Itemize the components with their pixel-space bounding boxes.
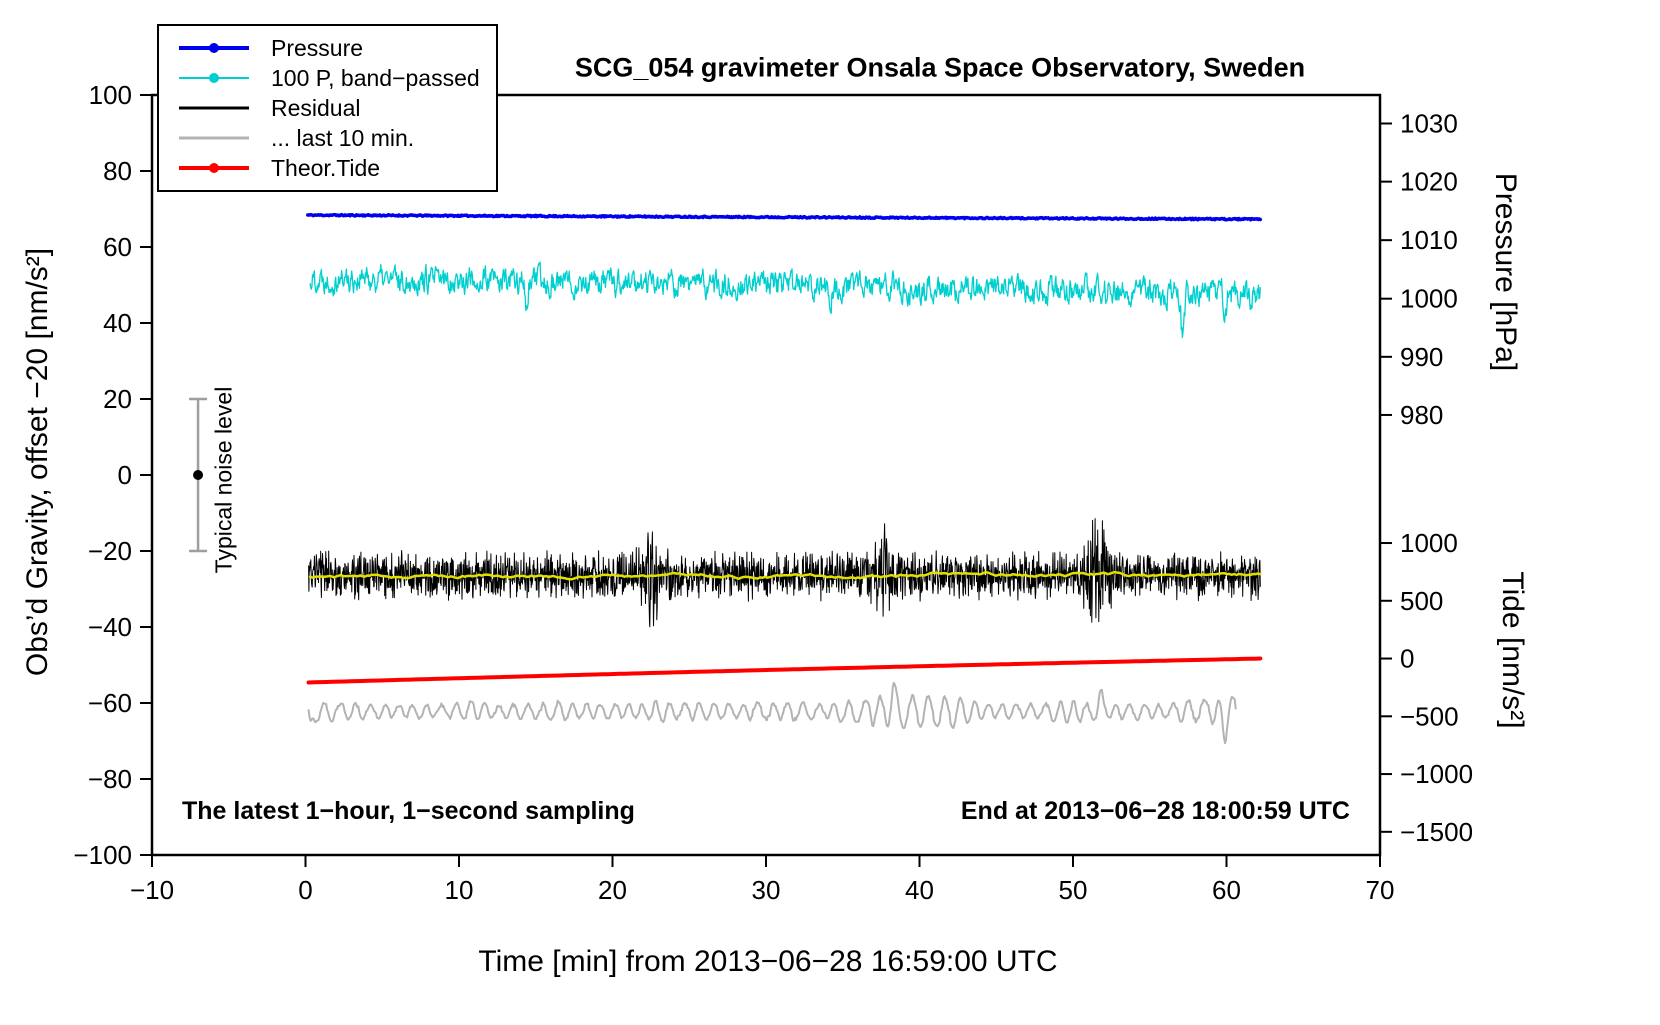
right-tick-label: 990 [1400, 342, 1443, 372]
right-tick-label: 980 [1400, 400, 1443, 430]
series-band_passed_pressure [309, 261, 1261, 339]
right-tick-label: 1020 [1400, 167, 1458, 197]
right-tick-label: −1000 [1400, 759, 1473, 789]
legend-label: 100 P, band−passed [271, 64, 480, 91]
legend-sample-line [171, 124, 257, 152]
x-tick-label: 40 [905, 875, 934, 905]
right-tick-label: 1010 [1400, 225, 1458, 255]
legend-line [179, 136, 249, 140]
series-pressure [306, 212, 1263, 222]
pressure-axis-label: Pressure [hPa] [1489, 172, 1522, 372]
legend-marker-dot [209, 163, 219, 173]
y-tick-label: 40 [103, 308, 132, 338]
legend-item: Theor.Tide [171, 154, 480, 182]
right-tick-label: 500 [1400, 586, 1443, 616]
legend-line [179, 106, 249, 110]
right-tick-label: 1000 [1400, 528, 1458, 558]
noise-bar-dot [193, 470, 204, 480]
legend: Pressure 100 P, band−passed Residual ... la… [157, 24, 498, 192]
right-tick-label: −500 [1400, 701, 1459, 731]
y-tick-label: −20 [88, 536, 132, 566]
y-tick-label: 0 [118, 460, 132, 490]
left-y-axis-label: Obs’d Gravity, offset −20 [nm/s²] [21, 247, 54, 677]
x-tick-label: 50 [1059, 875, 1088, 905]
legend-sample-line [171, 34, 257, 62]
y-tick-label: 100 [89, 80, 132, 110]
y-tick-label: −80 [88, 764, 132, 794]
legend-sample-line [171, 154, 257, 182]
right-tick-label: 1030 [1400, 109, 1458, 139]
x-tick-label: 0 [298, 875, 312, 905]
legend-item: ... last 10 min. [171, 124, 480, 152]
right-tick-label: −1500 [1400, 817, 1473, 847]
x-axis-label: Time [min] from 2013−06−28 16:59:00 UTC [478, 945, 1058, 978]
end-time-annotation: End at 2013−06−28 18:00:59 UTC [960, 797, 1350, 825]
x-tick-label: −10 [130, 875, 174, 905]
y-tick-label: 20 [103, 384, 132, 414]
right-tick-label: 0 [1400, 644, 1414, 674]
y-tick-label: −40 [88, 612, 132, 642]
legend-item: Residual [171, 94, 480, 122]
sampling-annotation: The latest 1−hour, 1−second sampling [182, 797, 635, 825]
chart-title: SCG_054 gravimeter Onsala Space Observat… [574, 52, 1306, 83]
tide-axis-label: Tide [nm/s²] [1496, 571, 1529, 729]
legend-item: Pressure [171, 34, 480, 62]
legend-label: Theor.Tide [271, 154, 381, 181]
y-tick-label: 80 [103, 156, 132, 186]
series-residual [308, 518, 1261, 628]
legend-label: Residual [271, 94, 361, 121]
y-tick-label: −100 [73, 840, 132, 870]
x-tick-label: 70 [1366, 875, 1395, 905]
x-tick-label: 60 [1212, 875, 1241, 905]
series-residual_last_10min [307, 681, 1237, 745]
y-tick-label: −60 [88, 688, 132, 718]
x-tick-label: 30 [752, 875, 781, 905]
legend-marker-dot [209, 43, 219, 53]
legend-marker-dot [209, 73, 219, 83]
y-tick-label: 60 [103, 232, 132, 262]
legend-sample-line [171, 94, 257, 122]
typical-noise-level-label: Typical noise level [210, 386, 237, 574]
legend-sample-line [171, 64, 257, 92]
legend-label: Pressure [271, 34, 364, 61]
x-tick-label: 20 [598, 875, 627, 905]
series-theor_tide [306, 656, 1263, 685]
legend-item: 100 P, band−passed [171, 64, 480, 92]
right-tick-label: 1000 [1400, 284, 1458, 314]
series-residual_smoothed [308, 570, 1262, 581]
legend-label: ... last 10 min. [271, 124, 415, 151]
plot-frame [150, 93, 1382, 857]
x-tick-label: 10 [445, 875, 474, 905]
